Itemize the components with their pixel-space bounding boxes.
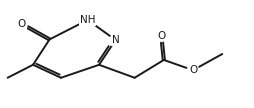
Text: O: O [18, 19, 26, 29]
Text: O: O [189, 65, 197, 75]
Text: N: N [112, 35, 119, 45]
Text: O: O [157, 31, 165, 41]
Text: NH: NH [80, 15, 96, 25]
